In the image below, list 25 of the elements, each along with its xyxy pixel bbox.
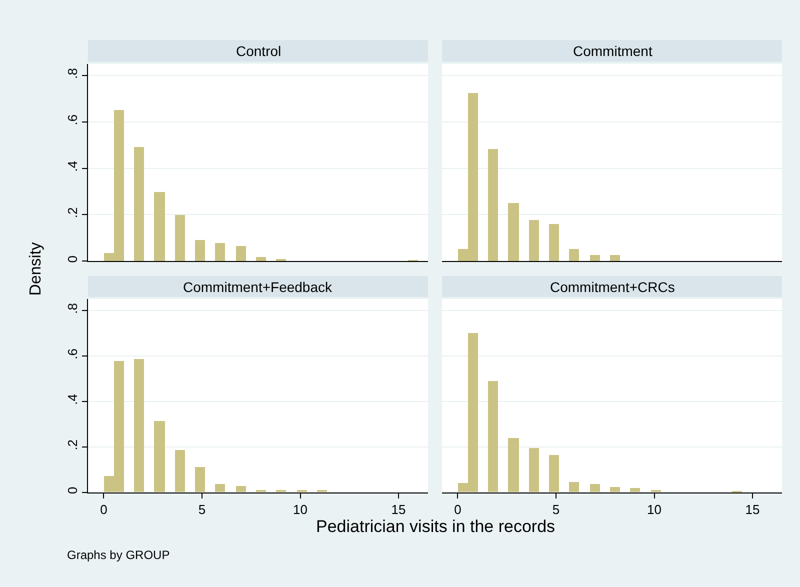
text: Graphs by GROUP	[67, 548, 170, 562]
chart-title: Commitment+CRCs	[550, 279, 675, 295]
y-tick-label: .2	[64, 207, 80, 218]
y-tick-label: .2	[64, 439, 80, 450]
x-tick-label: 10	[293, 502, 308, 517]
chart-title: Control	[236, 43, 282, 59]
y-tick-label: .6	[64, 114, 80, 126]
y-tick-label: 0	[64, 256, 80, 263]
y-axis-title: Density	[27, 242, 44, 296]
x-tick-label: 5	[198, 502, 206, 517]
y-tick-label: .6	[64, 348, 80, 360]
x-tick-label: 15	[391, 502, 406, 517]
x-axis-title: Pediatrician visits in the records	[316, 517, 556, 536]
y-tick-label: .4	[64, 160, 80, 172]
x-tick-label: 15	[745, 502, 760, 517]
chart-title: Commitment	[573, 43, 652, 59]
chart-title: Commitment+Feedback	[183, 279, 334, 295]
x-tick-label: 0	[100, 502, 108, 517]
y-tick-label: 0	[64, 486, 80, 494]
x-tick-label: 5	[552, 502, 560, 517]
y-tick-label: .8	[64, 68, 80, 79]
y-tick-label: .8	[64, 302, 80, 314]
x-tick-label: 10	[647, 502, 662, 517]
x-tick-label: 0	[454, 502, 462, 517]
y-tick-label: .4	[64, 394, 80, 405]
